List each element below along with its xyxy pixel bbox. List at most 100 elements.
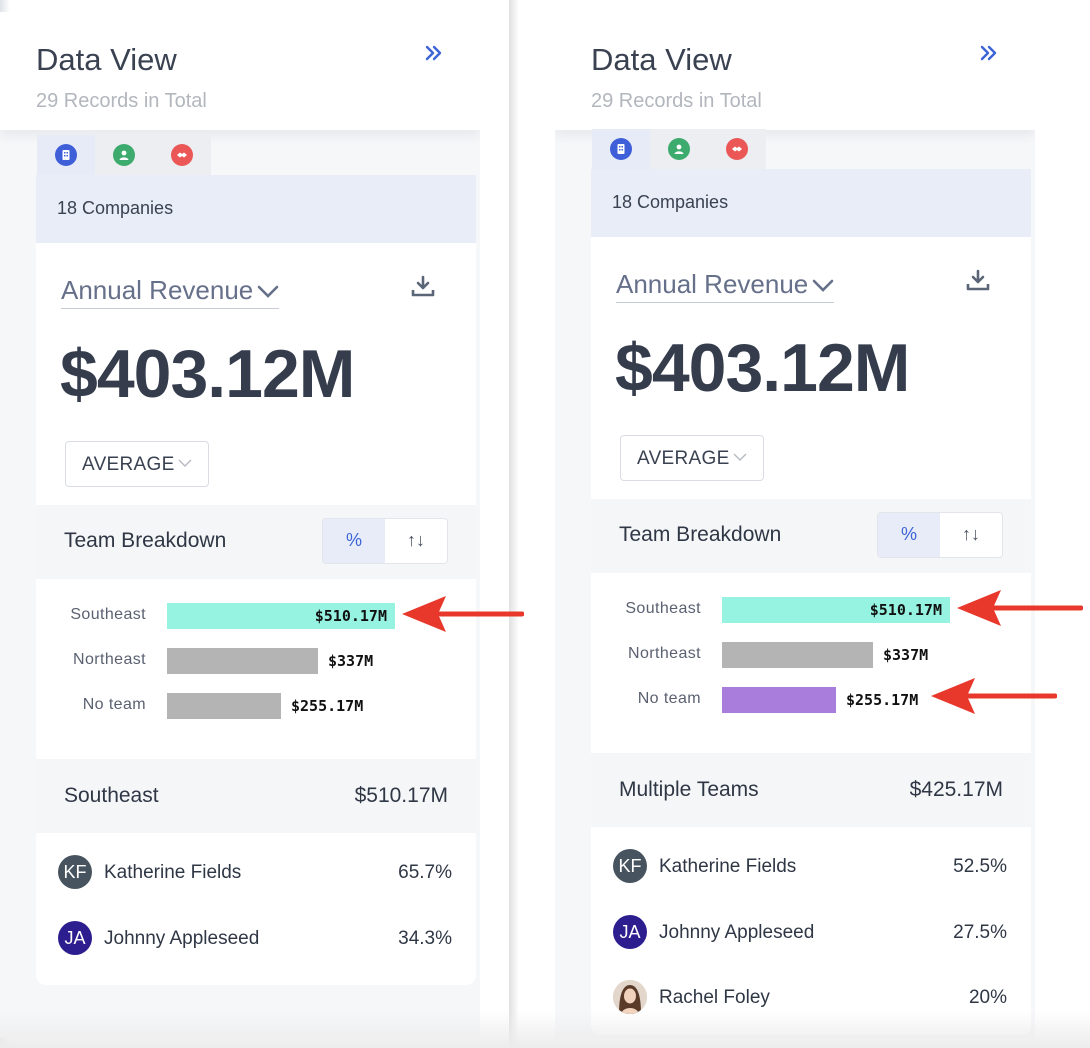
metric-dropdown[interactable]: Annual Revenue (616, 269, 835, 303)
person-icon (113, 144, 135, 166)
percent-toggle-button[interactable]: % (323, 519, 385, 563)
bar[interactable] (167, 693, 281, 719)
data-view-panel-before: Data View 29 Records in Total 18 Compani… (0, 12, 480, 1038)
tab-companies[interactable] (37, 135, 95, 175)
team-breakdown-header: Team Breakdown % ↑↓ (591, 499, 1031, 573)
bar-value: $510.17M (869, 601, 942, 619)
selected-team-summary: Southeast $510.17M (36, 759, 476, 833)
percent-toggle-button[interactable]: % (878, 513, 940, 557)
entity-tabs (592, 129, 768, 169)
team-breakdown-header: Team Breakdown % ↑↓ (36, 505, 476, 579)
entity-tabs (37, 135, 213, 175)
annotation-arrow-southeast-after (957, 590, 1083, 626)
member-percent: 27.5% (953, 922, 1007, 943)
companies-count: 18 Companies (57, 198, 174, 218)
percent-icon: % (345, 530, 362, 550)
selected-team-name: Multiple Teams (619, 778, 759, 801)
bar-label: Northeast (628, 645, 701, 662)
metric-label: Annual Revenue (61, 275, 254, 305)
sort-toggle-button[interactable]: ↑↓ (940, 513, 1002, 557)
avatar: KF (58, 855, 92, 889)
bar[interactable] (722, 687, 836, 713)
bar[interactable] (167, 603, 395, 629)
team-breakdown-title: Team Breakdown (619, 523, 782, 546)
bar-row-no-team[interactable]: No team $255.17M (36, 691, 476, 721)
team-bar-chart: Southeast $510.17M Northeast $337M No te… (36, 579, 476, 749)
member-row[interactable]: Rachel Foley 20% (591, 980, 1031, 1020)
member-percent: 52.5% (953, 856, 1007, 877)
bar[interactable] (167, 648, 318, 674)
member-name: Johnny Appleseed (104, 928, 260, 949)
team-bar-chart: Southeast $510.17M Northeast $337M No te… (591, 573, 1031, 743)
bar[interactable] (722, 597, 950, 623)
panel-divider-shadow (509, 0, 519, 1048)
tab-companies[interactable] (592, 129, 650, 169)
chevron-down-icon (812, 279, 834, 292)
member-name: Katherine Fields (104, 862, 242, 883)
member-name: Johnny Appleseed (659, 922, 815, 943)
selected-team-value: $425.17M (909, 778, 1003, 801)
company-summary-card: 18 Companies Annual Revenue $403.12M AVE… (591, 169, 1031, 1035)
member-percent: 20% (968, 987, 1007, 1008)
avatar: KF (613, 849, 647, 883)
tab-people[interactable] (650, 129, 708, 169)
annotation-arrow-no-team-after (931, 678, 1057, 714)
bar-label: No team (637, 690, 701, 707)
sort-icon: ↑↓ (962, 524, 980, 544)
tab-deals[interactable] (153, 135, 211, 175)
metric-value: $403.12M (60, 336, 355, 412)
selected-team-summary: Multiple Teams $425.17M (591, 753, 1031, 827)
record-count-band: 18 Companies (36, 175, 476, 243)
records-total: 29 Records in Total (591, 90, 762, 112)
selected-team-name: Southeast (64, 784, 159, 807)
member-row[interactable]: KF Katherine Fields 65.7% (36, 855, 476, 895)
panel-title: Data View (36, 42, 177, 77)
record-count-band: 18 Companies (591, 169, 1031, 237)
sort-toggle-button[interactable]: ↑↓ (385, 519, 447, 563)
breakdown-view-toggle: % ↑↓ (322, 518, 448, 564)
building-icon (55, 144, 77, 166)
member-row[interactable]: KF Katherine Fields 52.5% (591, 849, 1031, 889)
double-chevron-right-icon[interactable] (979, 42, 999, 70)
metric-dropdown[interactable]: Annual Revenue (61, 275, 280, 309)
panel-title: Data View (591, 42, 732, 77)
company-summary-card: 18 Companies Annual Revenue $403.12M AVE… (36, 175, 476, 985)
bar-value: $337M (883, 646, 929, 664)
metric-label: Annual Revenue (616, 269, 809, 299)
aggregation-label: AVERAGE (637, 448, 730, 469)
bar-value: $510.17M (314, 607, 387, 625)
avatar: JA (58, 921, 92, 955)
bar-row-northeast[interactable]: Northeast $337M (591, 640, 1031, 670)
handshake-icon (726, 138, 748, 160)
bar-label: Southeast (70, 606, 146, 623)
tab-deals[interactable] (708, 129, 766, 169)
member-row[interactable]: JA Johnny Appleseed 27.5% (591, 915, 1031, 955)
bar-value: $337M (328, 652, 374, 670)
bar-row-no-team[interactable]: No team $255.17M (591, 685, 1031, 715)
bar-value: $255.17M (291, 697, 364, 715)
panel-divider (509, 0, 555, 1048)
panel-header: Data View 29 Records in Total (555, 12, 1035, 130)
double-chevron-right-icon[interactable] (424, 42, 444, 70)
download-icon[interactable] (410, 275, 436, 304)
percent-icon: % (900, 524, 917, 544)
member-name: Katherine Fields (659, 856, 797, 877)
aggregation-dropdown[interactable]: AVERAGE (620, 435, 764, 481)
bar-row-northeast[interactable]: Northeast $337M (36, 646, 476, 676)
bar-row-southeast[interactable]: Southeast $510.17M (591, 595, 1031, 625)
person-icon (668, 138, 690, 160)
metric-value: $403.12M (615, 330, 910, 406)
aggregation-label: AVERAGE (82, 454, 175, 475)
tab-people[interactable] (95, 135, 153, 175)
bar-label: No team (82, 696, 146, 713)
bottom-fade (0, 1010, 1090, 1048)
chevron-down-icon (257, 285, 279, 298)
bar-value: $255.17M (846, 691, 919, 709)
bar[interactable] (722, 642, 873, 668)
bar-row-southeast[interactable]: Southeast $510.17M (36, 601, 476, 631)
aggregation-dropdown[interactable]: AVERAGE (65, 441, 209, 487)
download-icon[interactable] (965, 269, 991, 298)
member-row[interactable]: JA Johnny Appleseed 34.3% (36, 921, 476, 961)
avatar-photo (613, 980, 647, 1014)
member-name: Rachel Foley (659, 987, 770, 1008)
